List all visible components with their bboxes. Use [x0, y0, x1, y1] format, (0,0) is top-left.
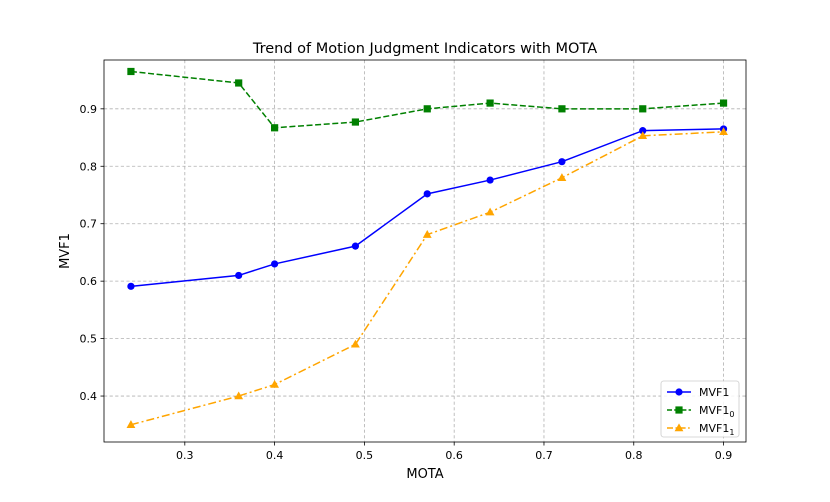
legend-marker-MVF1_0 [675, 406, 683, 414]
x-tick-label: 0.4 [266, 449, 284, 462]
data-point-MVF1 [423, 190, 431, 198]
data-point-MVF1_1 [270, 379, 280, 388]
legend-marker-MVF1_1 [674, 423, 684, 432]
y-tick-label: 0.9 [80, 103, 98, 116]
data-point-MVF1_0 [639, 105, 647, 113]
data-point-MVF1_1 [234, 391, 244, 400]
data-point-MVF1_0 [719, 99, 728, 107]
data-point-MVF1 [486, 176, 494, 184]
y-axis-label: MVF1 [58, 233, 73, 269]
series-MVF1_1 [126, 127, 728, 428]
grid [104, 60, 746, 442]
data-point-MVF1_1 [719, 127, 728, 136]
legend-label-MVF1_1: MVF11 [699, 422, 734, 437]
data-point-MVF1_1 [638, 131, 648, 140]
legend-label-MVF1_0: MVF10 [699, 404, 734, 419]
data-point-MVF1 [127, 282, 135, 290]
y-tick-label: 0.8 [80, 160, 98, 173]
data-point-MVF1 [351, 242, 360, 250]
legend-marker-MVF1 [675, 388, 683, 396]
x-tick-label: 0.9 [715, 449, 733, 462]
data-point-MVF1_0 [127, 67, 135, 76]
legend-label-MVF1: MVF1 [699, 386, 729, 399]
y-tick-label: 0.7 [80, 218, 98, 231]
legend-label-subscript: 0 [729, 410, 734, 419]
data-point-MVF1_0 [486, 99, 494, 107]
x-tick-label: 0.6 [445, 449, 463, 462]
data-point-MVF1_1 [485, 207, 495, 216]
y-tick-label: 0.5 [80, 333, 98, 346]
legend-label-subscript: 1 [729, 428, 734, 437]
data-point-MVF1_1 [351, 339, 360, 348]
x-tick-label: 0.7 [535, 449, 553, 462]
data-point-MVF1_0 [423, 105, 431, 113]
plot-frame [103, 59, 747, 443]
x-tick-label: 0.8 [625, 449, 643, 462]
chart-title: Trend of Motion Judgment Indicators with… [252, 41, 597, 57]
y-tick-label: 0.6 [80, 275, 98, 288]
data-point-MVF1_0 [235, 79, 243, 87]
legend: MVF1 MVF10 MVF11 [660, 380, 740, 438]
data-point-MVF1_0 [558, 105, 566, 113]
x-axis-label: MOTA [406, 467, 443, 482]
data-point-MVF1_1 [422, 230, 432, 238]
data-point-MVF1_0 [351, 118, 360, 126]
series-layer [126, 67, 728, 428]
data-point-MVF1 [235, 271, 243, 280]
data-point-MVF1 [271, 260, 279, 268]
data-point-MVF1 [558, 158, 566, 166]
data-point-MVF1 [639, 127, 647, 135]
x-tick-label: 0.5 [356, 449, 374, 462]
data-point-MVF1_0 [271, 124, 279, 132]
axis-ticks: 0.3 0.4 0.5 0.6 0.7 0.8 0.9 0.4 0.5 0.6 0.7 0.8 0.9 [80, 103, 733, 462]
x-tick-label: 0.3 [176, 449, 194, 462]
y-tick-label: 0.4 [80, 390, 98, 403]
series-MVF1_0 [127, 67, 728, 132]
data-point-MVF1_1 [557, 173, 567, 181]
data-point-MVF1_1 [126, 420, 136, 428]
